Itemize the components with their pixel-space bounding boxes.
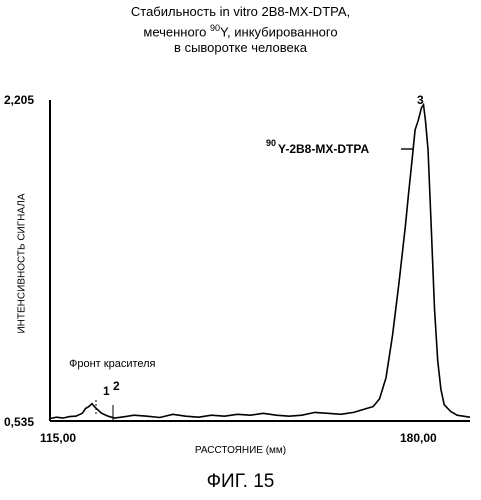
dye-front-label: Фронт красителя <box>69 358 156 370</box>
figure-caption: ФИГ. 15 <box>0 471 481 493</box>
peak-1-label: 1 <box>103 384 110 398</box>
peak-label-superscript: 90 <box>266 138 276 148</box>
x-axis-label: РАССТОЯНИЕ (мм) <box>0 445 481 456</box>
peak-label-text: Y-2B8-MX-DTPA <box>278 142 369 156</box>
x-tick-left: 115,00 <box>40 431 76 445</box>
y-tick-bottom: 0,535 <box>4 415 34 429</box>
y-tick-top: 2,205 <box>4 93 34 107</box>
peak-2-label: 2 <box>113 379 120 393</box>
peak-3-label: 3 <box>417 93 424 107</box>
signal-trace <box>50 105 470 419</box>
x-tick-right: 180,00 <box>400 431 437 445</box>
